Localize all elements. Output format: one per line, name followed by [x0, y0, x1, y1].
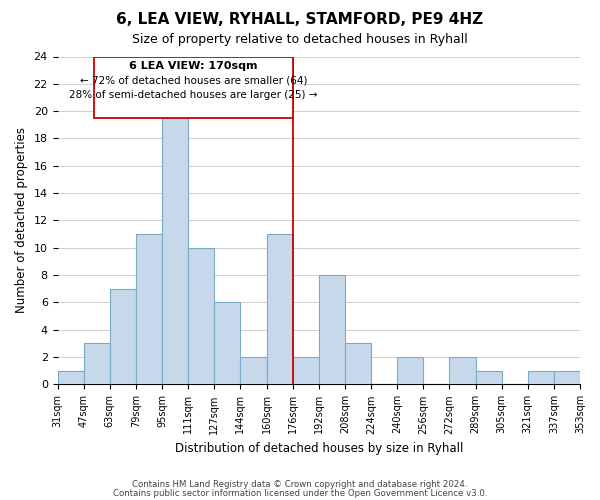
Text: Contains HM Land Registry data © Crown copyright and database right 2024.: Contains HM Land Registry data © Crown c…: [132, 480, 468, 489]
Bar: [319, 275, 345, 384]
Text: Contains public sector information licensed under the Open Government Licence v3: Contains public sector information licen…: [113, 488, 487, 498]
Bar: [241, 357, 266, 384]
Bar: [476, 371, 502, 384]
Bar: [110, 289, 136, 384]
Bar: [266, 234, 293, 384]
Bar: [554, 371, 580, 384]
Bar: [162, 111, 188, 384]
Text: 6, LEA VIEW, RYHALL, STAMFORD, PE9 4HZ: 6, LEA VIEW, RYHALL, STAMFORD, PE9 4HZ: [116, 12, 484, 28]
Bar: [449, 357, 476, 384]
Bar: [83, 344, 110, 384]
Bar: [188, 248, 214, 384]
Bar: [345, 344, 371, 384]
Bar: [397, 357, 423, 384]
Y-axis label: Number of detached properties: Number of detached properties: [15, 128, 28, 314]
X-axis label: Distribution of detached houses by size in Ryhall: Distribution of detached houses by size …: [175, 442, 463, 455]
FancyBboxPatch shape: [94, 56, 293, 118]
Text: 28% of semi-detached houses are larger (25) →: 28% of semi-detached houses are larger (…: [69, 90, 317, 100]
Text: Size of property relative to detached houses in Ryhall: Size of property relative to detached ho…: [132, 32, 468, 46]
Text: 6 LEA VIEW: 170sqm: 6 LEA VIEW: 170sqm: [129, 62, 257, 72]
Bar: [136, 234, 162, 384]
Bar: [293, 357, 319, 384]
Text: ← 72% of detached houses are smaller (64): ← 72% of detached houses are smaller (64…: [80, 76, 307, 86]
Bar: [214, 302, 241, 384]
Bar: [58, 371, 83, 384]
Bar: [528, 371, 554, 384]
